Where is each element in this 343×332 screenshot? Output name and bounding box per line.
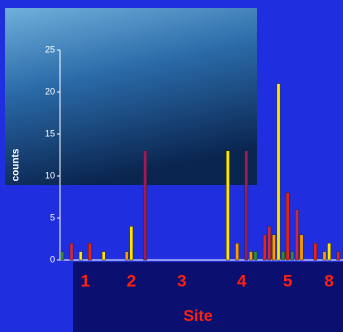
y-tick-label: 5	[50, 212, 55, 222]
bar	[328, 243, 331, 260]
bar	[125, 252, 128, 260]
bar	[79, 252, 82, 260]
site-label: 3	[177, 271, 186, 290]
bar	[337, 252, 340, 260]
bar	[272, 235, 275, 260]
y-tick-label: 10	[45, 170, 55, 180]
bar	[102, 252, 105, 260]
bar	[282, 252, 285, 260]
y-tick-label: 20	[45, 86, 55, 96]
site-label: 4	[237, 271, 247, 290]
y-tick-label: 15	[45, 128, 55, 138]
bar	[226, 151, 229, 260]
fish-photo	[5, 8, 257, 185]
bar	[236, 243, 239, 260]
bar	[130, 226, 133, 260]
bar	[268, 226, 271, 260]
chart: counts Site 0 5 10 15 20 25 1 2 3 4 5 8	[0, 0, 343, 332]
bar	[245, 151, 248, 260]
page: counts Site 0510152025123458 (() => { co…	[0, 0, 343, 332]
bar	[61, 252, 64, 260]
bar	[286, 193, 289, 260]
site-label: 8	[324, 271, 333, 290]
bar	[277, 84, 280, 260]
site-label: 1	[81, 271, 90, 290]
y-axis-label: counts	[11, 148, 22, 181]
bar	[88, 243, 91, 260]
bar	[249, 252, 252, 260]
site-label: 5	[283, 271, 292, 290]
x-axis-label: Site	[183, 308, 212, 325]
bar	[263, 235, 266, 260]
y-tick-label: 0	[50, 254, 55, 264]
site-label: 2	[127, 271, 136, 290]
bar	[254, 252, 257, 260]
bar	[314, 243, 317, 260]
bar	[291, 252, 294, 260]
y-tick-label: 25	[45, 44, 55, 54]
bar	[144, 151, 147, 260]
bar	[70, 243, 73, 260]
bar	[300, 235, 303, 260]
bar	[323, 252, 326, 260]
bar	[295, 210, 298, 260]
